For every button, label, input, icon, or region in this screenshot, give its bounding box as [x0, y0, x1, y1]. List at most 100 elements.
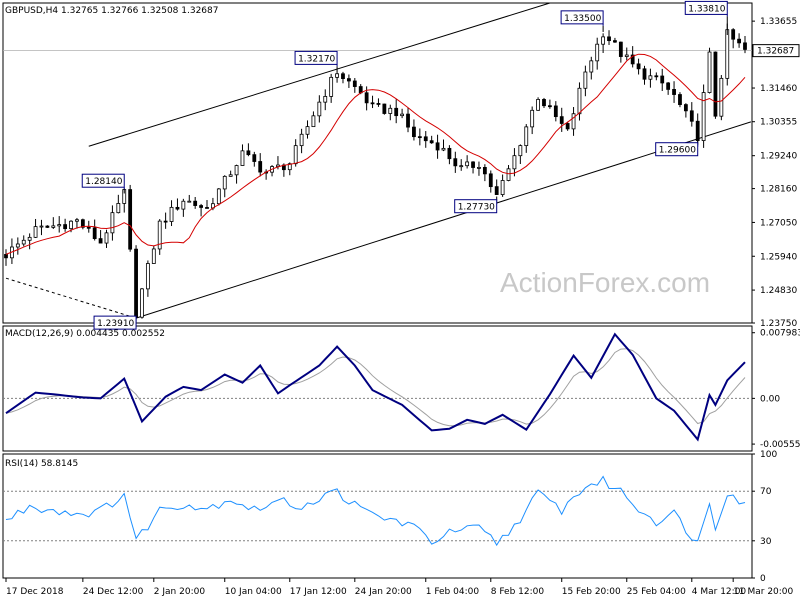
candle-body	[713, 51, 718, 117]
channel-line-2	[5, 277, 137, 319]
candle-body	[287, 163, 292, 171]
swing-label: 1.33810	[688, 4, 725, 14]
candle-body	[234, 165, 239, 176]
candle-body	[506, 168, 511, 181]
candle-body	[335, 73, 339, 78]
candle-body	[45, 225, 50, 228]
rsi-axis-label: 0	[760, 574, 766, 584]
candle-body	[110, 212, 115, 234]
channel-line-0	[88, 2, 551, 147]
candle-body	[607, 36, 611, 42]
candle-body	[193, 200, 198, 206]
moving-average-line	[5, 53, 746, 255]
candle-body	[406, 113, 410, 128]
watermark: ActionForex.com	[500, 267, 710, 298]
candle-body	[175, 206, 180, 210]
rsi-header: RSI(14) 58.8145	[5, 459, 78, 469]
rsi-axis-label: 30	[760, 537, 772, 547]
candle-body	[33, 226, 38, 238]
candle-body	[589, 60, 594, 73]
candle-body	[311, 115, 316, 128]
candle-body	[571, 113, 576, 130]
candle-body	[678, 94, 682, 105]
candle-body	[465, 161, 470, 167]
candle-body	[400, 113, 405, 117]
candle-body	[482, 167, 487, 175]
candle-body	[157, 220, 162, 250]
candle-body	[134, 248, 138, 318]
candle-body	[565, 123, 570, 130]
x-axis-label: 2 Jan 20:00	[154, 587, 206, 597]
x-axis-label: 1 Feb 04:00	[426, 587, 480, 597]
candle-body	[477, 167, 481, 169]
candle-body	[412, 126, 416, 138]
candle-body	[346, 78, 351, 82]
candle-body	[737, 38, 741, 44]
candle-body	[370, 102, 375, 105]
x-axis-label: 17 Jan 12:00	[290, 587, 347, 597]
x-axis-label: 15 Feb 20:00	[562, 587, 621, 597]
candle-body	[601, 36, 606, 45]
candle-body	[80, 219, 85, 228]
candle-body	[683, 104, 688, 112]
rsi-axis-label: 70	[760, 487, 772, 497]
candle-body	[75, 219, 79, 222]
candle-body	[666, 82, 671, 90]
price-axis-label: 1.31460	[760, 84, 797, 94]
candle-body	[57, 224, 62, 227]
candle-body	[199, 205, 203, 208]
candle-body	[128, 189, 133, 250]
candle-body	[689, 110, 694, 122]
macd-panel-frame	[2, 325, 753, 452]
candle-body	[145, 263, 150, 290]
candle-body	[530, 109, 535, 128]
candle-body	[500, 180, 505, 195]
swing-label-box	[294, 50, 338, 65]
candle-body	[719, 77, 724, 117]
candle-body	[293, 145, 298, 165]
swing-label-box	[684, 0, 728, 15]
candle-body	[163, 220, 168, 223]
candle-body	[595, 43, 600, 62]
candle-body	[423, 136, 428, 142]
swing-label-box	[81, 173, 125, 188]
candle-body	[642, 68, 647, 80]
candle-body	[648, 75, 653, 80]
candle-body	[140, 288, 144, 318]
swing-label: 1.29600	[659, 146, 696, 156]
swing-label-box	[655, 142, 699, 157]
candle-body	[459, 165, 464, 168]
rsi-axis-label: 100	[760, 450, 777, 460]
candle-body	[636, 63, 641, 70]
candle-body	[382, 103, 387, 114]
candle-body	[654, 75, 659, 78]
candle-body	[39, 225, 44, 228]
candle-body	[151, 248, 156, 264]
candle-body	[376, 103, 381, 105]
price-axis-label: 1.25940	[760, 252, 797, 262]
candle-body	[731, 29, 736, 40]
candle-body	[222, 175, 227, 190]
x-axis-label: 24 Dec 12:00	[83, 587, 144, 597]
candle-body	[352, 80, 357, 87]
candle-body	[116, 203, 121, 214]
swing-label: 1.28140	[85, 177, 122, 187]
candle-body	[524, 126, 529, 147]
macd-header: MACD(12,26,9) 0.004435 0.002552	[5, 329, 165, 339]
last-price-box	[752, 44, 800, 58]
candle-body	[417, 136, 422, 139]
candle-body	[701, 92, 706, 141]
price-axis-label: 1.29240	[760, 152, 797, 162]
candle-body	[488, 173, 493, 188]
candle-body	[51, 225, 56, 228]
x-axis-label: 17 Dec 2018	[6, 587, 64, 597]
price-axis-label: 1.24830	[760, 286, 797, 296]
candle-body	[536, 99, 540, 111]
candle-body	[299, 133, 304, 147]
price-header: GBPUSD,H4 1.32765 1.32766 1.32508 1.3268…	[5, 6, 218, 16]
x-axis-label: 10 Jan 04:00	[225, 587, 282, 597]
candle-body	[323, 96, 328, 103]
candle-body	[512, 155, 517, 170]
